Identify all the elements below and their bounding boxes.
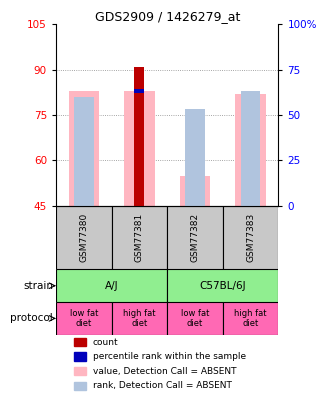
Text: high fat
diet: high fat diet: [234, 309, 267, 328]
Bar: [74, 367, 86, 375]
Title: GDS2909 / 1426279_at: GDS2909 / 1426279_at: [94, 10, 240, 23]
Bar: [74, 338, 86, 346]
Text: strain: strain: [23, 281, 53, 291]
Text: low fat
diet: low fat diet: [70, 309, 98, 328]
Bar: [180, 176, 210, 206]
Bar: [134, 89, 144, 93]
Text: count: count: [93, 337, 118, 347]
Bar: [167, 302, 223, 335]
Text: A/J: A/J: [105, 281, 118, 291]
Text: GSM77383: GSM77383: [246, 213, 255, 262]
Bar: [235, 94, 266, 206]
Text: rank, Detection Call = ABSENT: rank, Detection Call = ABSENT: [93, 381, 232, 390]
Text: GSM77380: GSM77380: [79, 213, 88, 262]
Text: protocol: protocol: [11, 313, 53, 324]
Bar: [56, 269, 167, 302]
Bar: [223, 206, 278, 269]
Bar: [223, 302, 278, 335]
Bar: [56, 302, 112, 335]
Bar: [241, 91, 260, 206]
Bar: [124, 91, 155, 206]
Bar: [167, 206, 223, 269]
Text: value, Detection Call = ABSENT: value, Detection Call = ABSENT: [93, 367, 236, 375]
Bar: [74, 382, 86, 390]
Text: high fat
diet: high fat diet: [123, 309, 156, 328]
Bar: [68, 91, 99, 206]
Text: GSM77382: GSM77382: [190, 213, 199, 262]
Text: C57BL/6J: C57BL/6J: [199, 281, 246, 291]
Bar: [112, 302, 167, 335]
Bar: [185, 109, 205, 206]
Text: low fat
diet: low fat diet: [181, 309, 209, 328]
Bar: [134, 67, 144, 206]
Bar: [112, 206, 167, 269]
Bar: [74, 352, 86, 360]
Bar: [56, 206, 112, 269]
Bar: [167, 269, 278, 302]
Bar: [74, 97, 93, 206]
Text: percentile rank within the sample: percentile rank within the sample: [93, 352, 246, 361]
Text: GSM77381: GSM77381: [135, 213, 144, 262]
